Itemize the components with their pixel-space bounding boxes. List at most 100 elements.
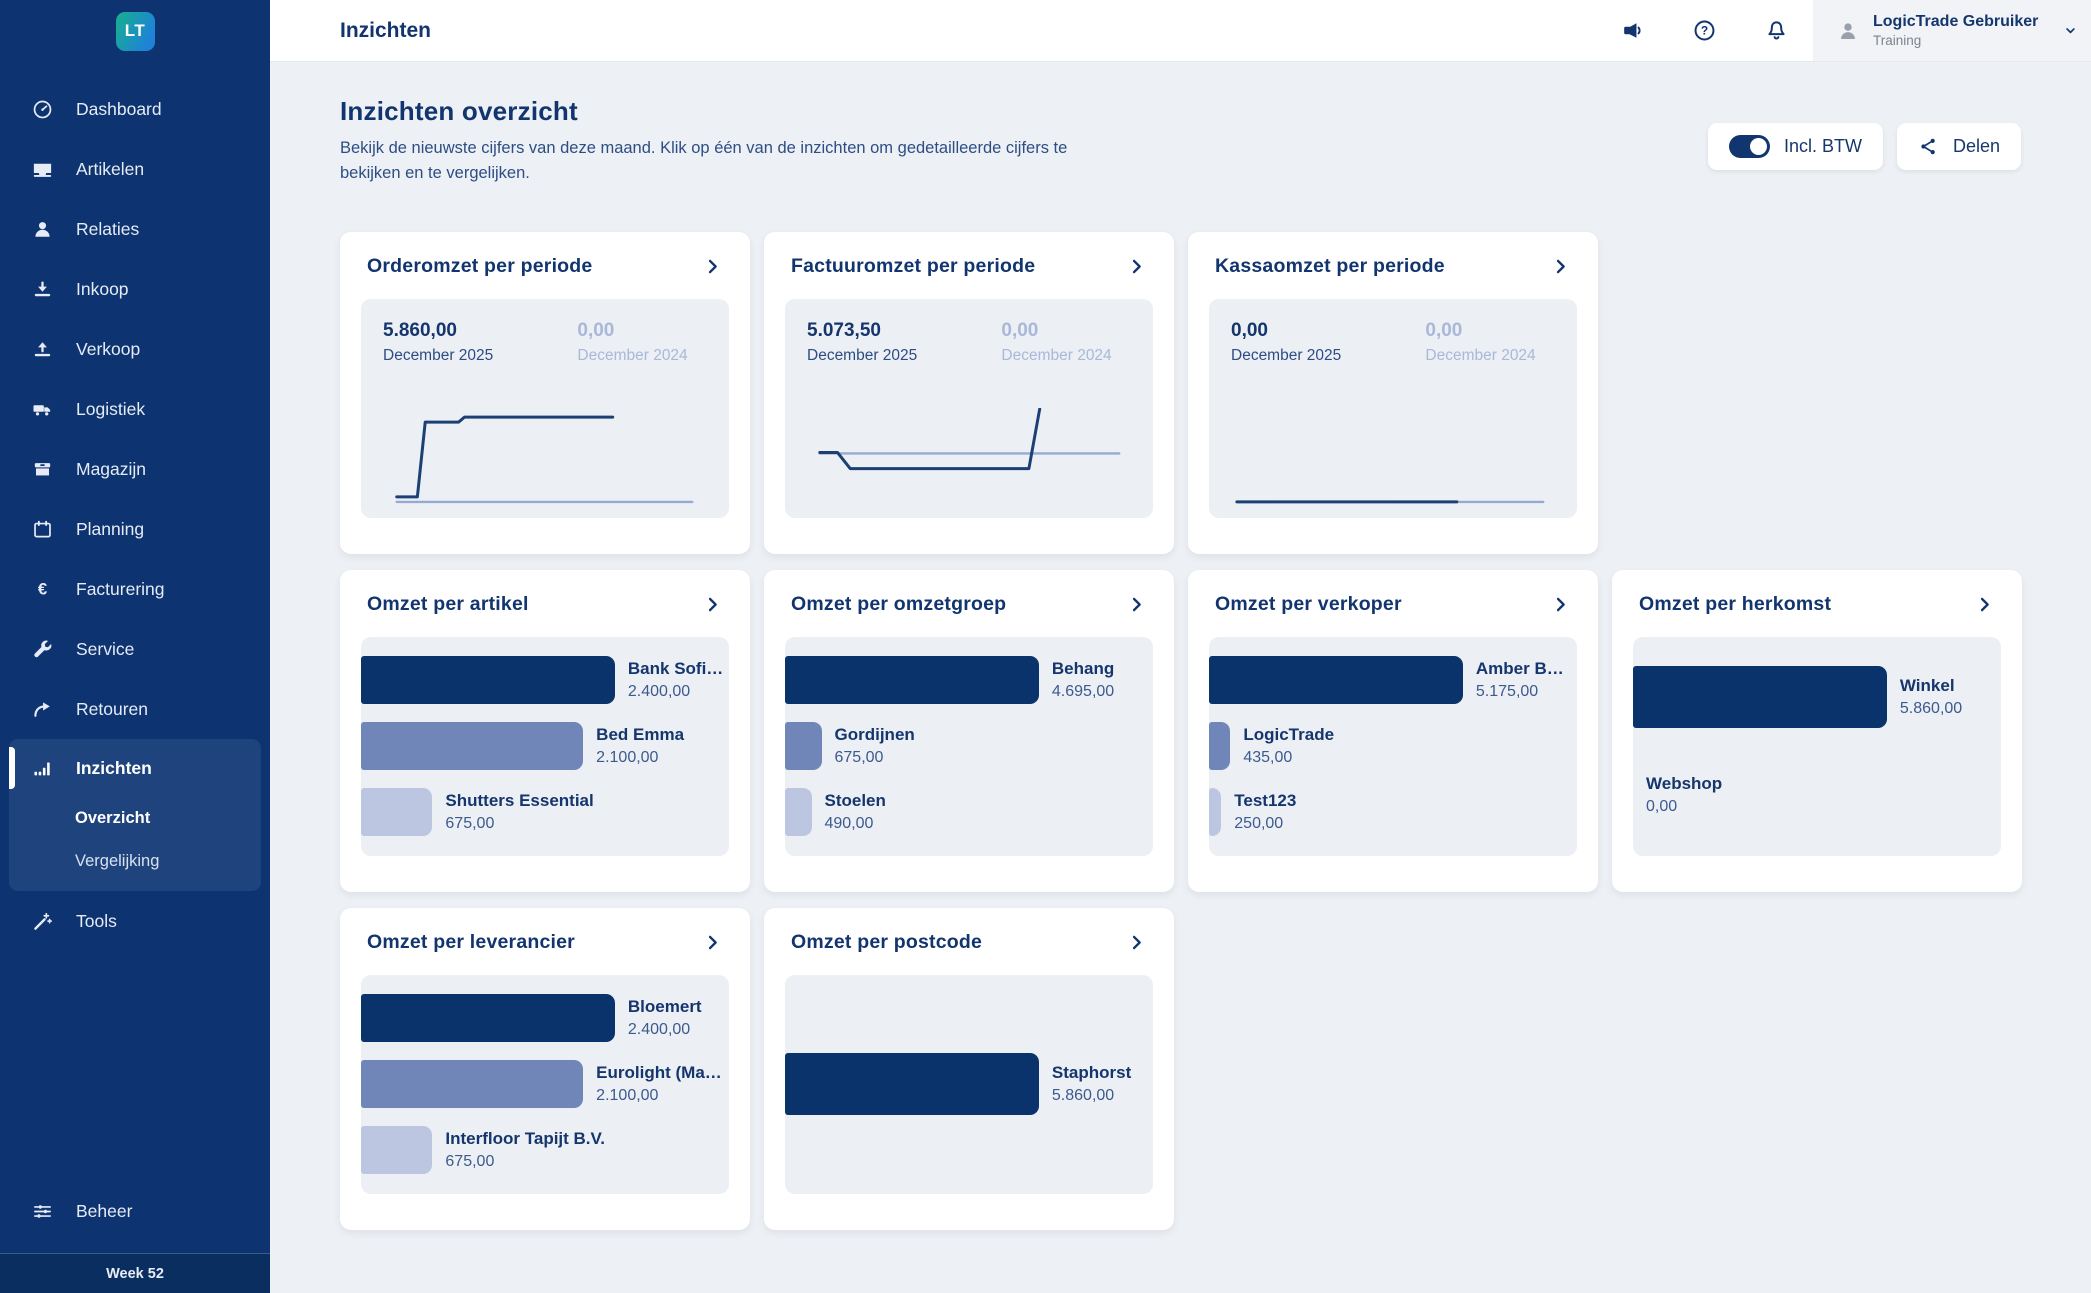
warehouse-icon (30, 457, 54, 481)
sidebar-item-retouren[interactable]: Retouren (0, 679, 270, 739)
chevron-right-icon[interactable] (702, 256, 723, 277)
planning-icon (30, 517, 54, 541)
user-avatar-icon (1835, 18, 1861, 44)
sidebar-subitem-overzicht[interactable]: Overzicht (75, 809, 151, 827)
bar (785, 656, 1039, 705)
insight-card-orderomzet-per-periode[interactable]: Orderomzet per periode 5.860,00 December 2… (340, 231, 750, 554)
bar-label: Bed Emma (596, 725, 685, 744)
sidebar-item-inzichten[interactable]: Inzichten (9, 739, 261, 797)
sidebar: LT Dashboard Artikelen Relaties Inkoop Verko… (0, 0, 270, 1293)
bar-row: Staphorst 5.860,00 (785, 986, 1153, 1183)
bar-label: LogicTrade (1243, 725, 1335, 744)
sidebar-item-magazijn[interactable]: Magazijn (0, 439, 270, 499)
sidebar-item-artikelen[interactable]: Artikelen (0, 139, 270, 199)
sidebar-item-tools[interactable]: Tools (0, 891, 270, 951)
sidebar-item-verkoop[interactable]: Verkoop (0, 319, 270, 379)
bar-value: 5.860,00 (1051, 1087, 1115, 1104)
chevron-right-icon[interactable] (702, 932, 723, 953)
bar (361, 1125, 433, 1174)
chevron-right-icon[interactable] (1550, 256, 1571, 277)
bar-label: Shutters Essential (445, 790, 594, 810)
chevron-right-icon[interactable] (1126, 932, 1147, 953)
help-button[interactable]: ? (1692, 18, 1717, 43)
sidebar-active-group: Inzichten Overzicht Vergelijking (9, 739, 261, 891)
topbar: Inzichten ? LogicTrade Gebruiker Trainin… (270, 0, 2091, 62)
card-panel: 5.860,00 December 2025 0,00 December 2024 (361, 298, 729, 518)
period-stats: 5.860,00 December 2025 0,00 December 2024 (383, 320, 707, 365)
bar-value: 2.100,00 (596, 1087, 659, 1104)
insight-card-omzet-per-leverancier[interactable]: Omzet per leverancier Bloemert 2.400,00 Eur… (340, 907, 750, 1230)
sidebar-item-service[interactable]: Service (0, 619, 270, 679)
bar (361, 1060, 584, 1108)
toggle-switch[interactable] (1728, 135, 1770, 158)
bar (785, 722, 822, 770)
bar-label-group: Bed Emma 2.100,00 (596, 725, 684, 767)
chevron-right-icon[interactable] (1126, 594, 1147, 615)
card-panel: Amber B… 5.175,00 LogicTrade 435,00 Test123 2… (1209, 636, 1577, 856)
insights-grid: Orderomzet per periode 5.860,00 December 2… (340, 231, 2022, 1230)
card-title: Omzet per leverancier (367, 930, 575, 953)
insights-icon (30, 756, 54, 780)
insight-card-omzet-per-artikel[interactable]: Omzet per artikel Bank Sofi… 2.400,00 Bed E… (340, 569, 750, 892)
sidebar-item-dashboard[interactable]: Dashboard (0, 79, 270, 139)
bar-value: 250,00 (1234, 814, 1284, 832)
bar (785, 1053, 1039, 1115)
incl-btw-toggle[interactable]: Incl. BTW (1707, 123, 1883, 170)
bell-button[interactable] (1764, 18, 1789, 43)
chevron-right-icon[interactable] (1550, 594, 1571, 615)
topbar-title: Inzichten (340, 18, 432, 42)
bar-label-group: Interfloor Tapijt B.V. 675,00 (445, 1129, 605, 1171)
bar-row: Behang 4.695,00 (785, 648, 1153, 714)
sidebar-item-inkoop[interactable]: Inkoop (0, 259, 270, 319)
insight-card-kassaomzet-per-periode[interactable]: Kassaomzet per periode 0,00 December 2025 0… (1188, 231, 1598, 554)
app-logo[interactable]: LT (115, 11, 155, 51)
card-panel: Staphorst 5.860,00 (785, 974, 1153, 1194)
insight-card-factuuromzet-per-periode[interactable]: Factuuromzet per periode 5.073,50 December… (764, 231, 1174, 554)
bar-row: Test123 250,00 (1209, 779, 1577, 845)
share-button[interactable]: Delen (1896, 123, 2021, 170)
bar (1209, 787, 1222, 836)
bar-row: Gordijnen 675,00 (785, 713, 1153, 779)
bar-label: Behang (1051, 659, 1115, 679)
sidebar-subitem-vergelijking[interactable]: Vergelijking (75, 852, 160, 870)
insight-card-omzet-per-postcode[interactable]: Omzet per postcode Staphorst 5.860,00 (764, 907, 1174, 1230)
bar (361, 656, 615, 705)
previous-value: 0,00 (1425, 319, 1463, 341)
bar-label-group: Test123 250,00 (1234, 791, 1296, 833)
chevron-right-icon[interactable] (702, 594, 723, 615)
sidebar-item-relaties[interactable]: Relaties (0, 199, 270, 259)
chevron-down-icon (2063, 23, 2078, 38)
bar-label-group: Bloemert 2.400,00 (628, 997, 702, 1039)
bar-label: Amber B… (1475, 659, 1564, 679)
sidebar-item-logistiek[interactable]: Logistiek (0, 379, 270, 439)
card-title: Omzet per postcode (791, 930, 983, 953)
sidebar-item-beheer[interactable]: Beheer (0, 1181, 270, 1241)
bar-value: 5.860,00 (1899, 699, 1963, 717)
chevron-right-icon[interactable] (1974, 594, 1995, 615)
bar (1633, 665, 1887, 728)
megaphone-button[interactable] (1620, 18, 1645, 43)
stat-previous: 0,00 December 2024 (577, 320, 687, 365)
card-panel: Bloemert 2.400,00 Eurolight (Ma… 2.100,00 In… (361, 974, 729, 1194)
share-icon (1918, 136, 1939, 157)
chevron-right-icon[interactable] (1126, 256, 1147, 277)
bar-label: Interfloor Tapijt B.V. (445, 1128, 606, 1148)
user-menu[interactable]: LogicTrade Gebruiker Training (1813, 0, 2091, 61)
bar-value: 2.400,00 (627, 683, 691, 701)
previous-period-label: December 2024 (1425, 346, 1536, 364)
bar-row: LogicTrade 435,00 (1209, 713, 1577, 779)
service-icon (30, 637, 54, 661)
sidebar-item-planning[interactable]: Planning (0, 499, 270, 559)
dashboard-icon (30, 97, 54, 121)
megaphone-icon (1620, 18, 1645, 43)
period-stats: 5.073,50 December 2025 0,00 December 2024 (807, 320, 1131, 365)
week-indicator: Week 52 (0, 1253, 270, 1293)
sidebar-item-facturering[interactable]: € Facturering (0, 559, 270, 619)
insight-card-omzet-per-herkomst[interactable]: Omzet per herkomst Winkel 5.860,00 Webshop 0… (1612, 569, 2022, 892)
insight-card-omzet-per-verkoper[interactable]: Omzet per verkoper Amber B… 5.175,00 LogicT… (1188, 569, 1598, 892)
stat-current: 5.860,00 December 2025 (383, 320, 577, 365)
insight-card-omzet-per-omzetgroep[interactable]: Omzet per omzetgroep Behang 4.695,00 Gordij… (764, 569, 1174, 892)
bar-chart: Winkel 5.860,00 Webshop 0,00 (1633, 637, 2001, 856)
card-title: Omzet per verkoper (1215, 592, 1402, 615)
bar-row: Amber B… 5.175,00 (1209, 648, 1577, 714)
